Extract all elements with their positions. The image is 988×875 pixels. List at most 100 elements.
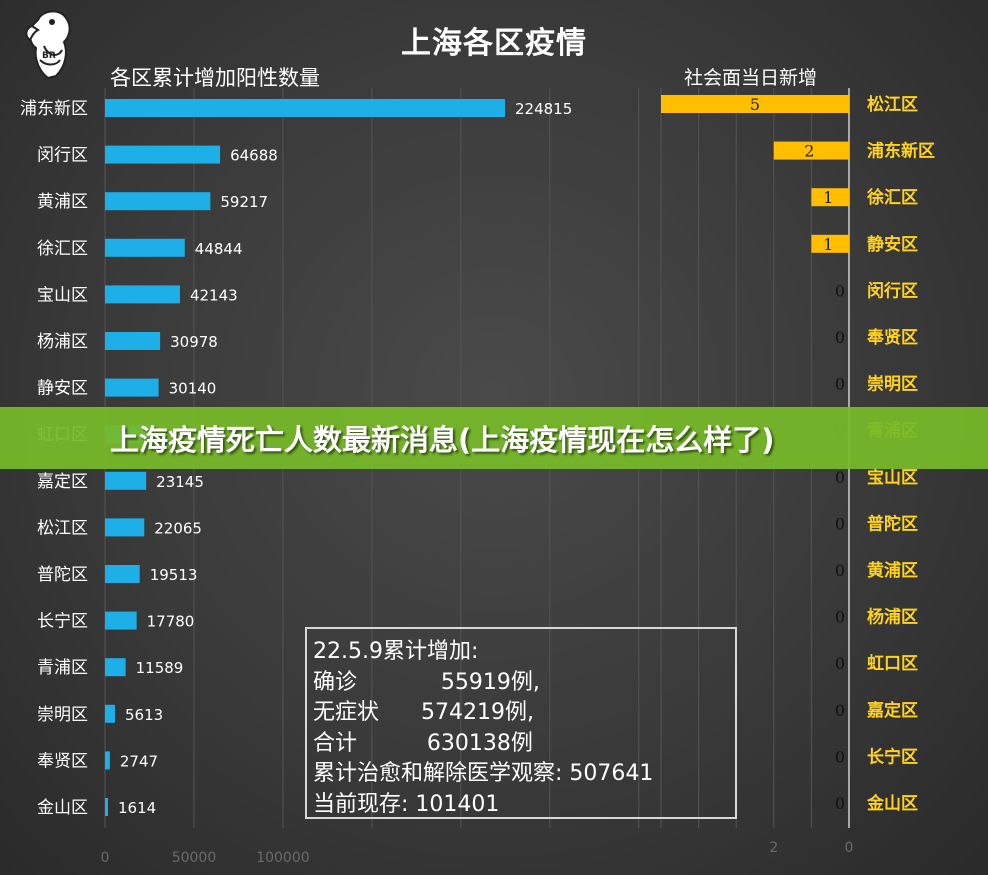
left-bar [105, 471, 147, 490]
right-bar [773, 141, 849, 160]
right-bar [661, 95, 849, 113]
right-category-label: 普陀区 [867, 513, 918, 534]
right-bar [811, 234, 849, 253]
right-value-label: 0 [835, 747, 845, 766]
summary-line: 22.5.9累计增加: [313, 639, 479, 664]
left-category-label: 金山区 [37, 798, 88, 818]
left-bar [105, 518, 145, 537]
right-category-label: 嘉定区 [866, 700, 918, 721]
left-value-label: 59217 [220, 193, 268, 211]
parrot-icon: BR [25, 10, 71, 80]
right-value-label: 1 [823, 235, 833, 254]
left-bar-series: 浦东新区 224815 闵行区 64688 黄浦区 59217 徐汇区 44844 宝山区 421… [20, 99, 572, 818]
logo-text: BR [42, 51, 56, 61]
left-x-tick-labels: 0 50000 100000 [101, 850, 310, 866]
right-category-label: 黄浦区 [867, 560, 918, 581]
left-category-label: 长宁区 [37, 612, 88, 632]
left-category-label: 普陀区 [37, 565, 88, 585]
left-bar [105, 798, 108, 816]
right-value-label: 0 [835, 514, 845, 533]
right-x-tick-label: 0 [845, 840, 854, 856]
left-category-label: 奉贤区 [37, 751, 88, 771]
right-value-label: 5 [750, 95, 760, 114]
right-category-label: 宝山区 [867, 467, 918, 488]
left-category-label: 松江区 [37, 518, 88, 538]
summary-line: 无症状 574219例, [313, 700, 534, 725]
right-value-label: 2 [804, 142, 814, 161]
left-value-label: 30978 [170, 333, 218, 351]
left-value-label: 11589 [136, 659, 184, 677]
left-bar [105, 99, 505, 117]
right-category-label: 浦东新区 [867, 141, 935, 162]
right-category-label: 徐汇区 [866, 187, 918, 208]
left-bar [105, 285, 180, 304]
headline-banner: 上海疫情死亡人数最新消息(上海疫情现在怎么样了) [0, 407, 988, 469]
left-category-label: 嘉定区 [37, 472, 88, 492]
right-category-label: 闵行区 [867, 280, 918, 301]
right-value-label: 0 [835, 561, 845, 580]
right-value-label: 0 [835, 794, 845, 813]
right-category-label: 奉贤区 [866, 327, 918, 348]
summary-line: 累计治愈和解除医学观察: 507641 [313, 761, 654, 786]
summary-line: 当前现存: 101401 [313, 791, 500, 817]
summary-line: 确诊 55919例, [313, 669, 540, 695]
right-bar-series: 5松江区2浦东新区1徐汇区1静安区0闵行区0奉贤区0崇明区0青浦区0宝山区0普陀… [661, 94, 935, 814]
summary-box: 22.5.9累计增加: 确诊 55919例, 无症状 574219例, 合计 6… [305, 627, 737, 819]
parrot-logo: BR [18, 6, 82, 82]
left-category-label: 宝山区 [37, 285, 88, 305]
left-category-label: 崇明区 [37, 705, 88, 725]
left-category-label: 黄浦区 [37, 192, 88, 212]
left-bar [105, 145, 221, 164]
left-bar [105, 378, 159, 397]
right-value-label: 0 [835, 468, 845, 487]
left-value-label: 44844 [195, 240, 243, 258]
left-category-label: 青浦区 [37, 658, 88, 678]
right-x-tick-label: 2 [769, 840, 778, 856]
right-value-label: 0 [835, 608, 845, 627]
right-category-label: 崇明区 [867, 375, 918, 395]
left-bar [105, 704, 115, 723]
left-value-label: 64688 [230, 147, 278, 165]
left-category-label: 浦东新区 [20, 99, 88, 119]
left-category-label: 闵行区 [37, 146, 88, 166]
page-title: 上海各区疫情 [401, 26, 587, 61]
left-value-label: 224815 [515, 100, 572, 118]
headline-text: 上海疫情死亡人数最新消息(上海疫情现在怎么样了) [110, 423, 775, 457]
left-bar [105, 611, 137, 630]
left-value-label: 19513 [150, 566, 198, 584]
left-bar [105, 192, 211, 211]
left-value-label: 5613 [125, 706, 163, 724]
left-chart-title: 各区累计增加阳性数量 [110, 66, 320, 90]
right-category-label: 松江区 [867, 94, 918, 115]
left-category-label: 徐汇区 [37, 239, 88, 259]
left-bar [105, 332, 161, 350]
left-value-label: 23145 [156, 473, 204, 491]
right-bar [811, 188, 849, 207]
right-category-label: 杨浦区 [867, 607, 918, 628]
left-value-label: 2747 [120, 752, 158, 770]
left-value-label: 17780 [147, 613, 195, 631]
left-value-label: 30140 [169, 380, 217, 398]
right-value-label: 0 [835, 375, 845, 394]
left-x-tick-label: 50000 [172, 850, 217, 866]
left-category-label: 静安区 [37, 379, 88, 399]
right-value-label: 1 [823, 188, 833, 207]
right-value-label: 0 [835, 701, 845, 720]
left-x-tick-label: 0 [101, 850, 110, 866]
right-category-label: 静安区 [867, 234, 918, 255]
right-value-label: 0 [835, 281, 845, 300]
left-x-tick-label: 100000 [256, 850, 309, 866]
left-value-label: 22065 [154, 519, 202, 537]
left-bar [105, 565, 140, 583]
left-category-label: 杨浦区 [37, 332, 88, 352]
right-category-label: 长宁区 [867, 746, 918, 767]
right-value-label: 0 [835, 328, 845, 347]
right-chart-title: 社会面当日新增 [684, 67, 818, 89]
left-bar [105, 238, 185, 257]
summary-line: 合计 630138例 [313, 730, 533, 756]
left-bar [105, 658, 126, 677]
left-bar [105, 751, 110, 770]
right-category-label: 虹口区 [867, 654, 918, 674]
left-value-label: 42143 [190, 286, 238, 304]
